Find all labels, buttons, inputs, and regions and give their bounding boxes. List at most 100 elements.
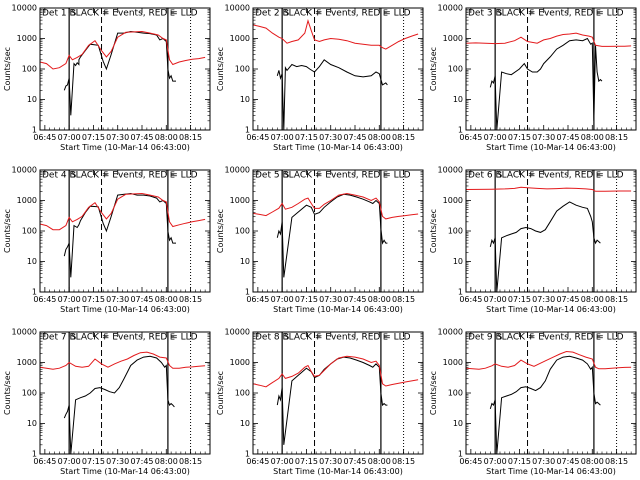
y-tick-label: 1: [245, 126, 250, 135]
y-tick-label: 10000: [12, 4, 37, 13]
y-tick-label: 1000: [443, 34, 463, 43]
y-tick-label: 1: [458, 450, 463, 459]
x-tick-label: 07:30: [106, 133, 129, 142]
y-tick-label: 10000: [225, 4, 250, 13]
x-tick-label: 07:00: [271, 133, 294, 142]
x-tick-label: 07:00: [271, 295, 294, 304]
x-tick-label: 06:45: [33, 133, 56, 142]
plot-frame: [39, 169, 211, 293]
x-tick-label: 07:15: [295, 133, 318, 142]
y-tick-label: 1: [32, 288, 37, 297]
y-tick-label: 10: [240, 419, 250, 428]
x-tick-label: 08:15: [392, 295, 415, 304]
series-lld-line: [465, 32, 632, 47]
series-events-line: [63, 192, 176, 278]
x-tick-label: 07:30: [319, 295, 342, 304]
x-tick-label: 07:45: [343, 133, 366, 142]
y-tick-label: 100: [235, 65, 250, 74]
y-tick-label: 1000: [230, 34, 250, 43]
y-tick-label: 1: [245, 450, 250, 459]
x-tick-label: 07:30: [532, 133, 555, 142]
x-axis-label: Start Time (10-Mar-14 06:43:00): [486, 467, 616, 476]
x-tick-label: 08:00: [368, 295, 391, 304]
x-tick-label: 07:30: [319, 133, 342, 142]
x-tick-label: 07:30: [106, 295, 129, 304]
event-label: E: [383, 333, 388, 342]
y-tick-label: 10000: [438, 328, 463, 337]
x-tick-label: 07:30: [106, 457, 129, 466]
panel-title: Det 3 BLACK = Events, RED = LLD: [468, 9, 624, 19]
event-label: S: [284, 171, 289, 180]
x-tick-label: 06:45: [246, 133, 269, 142]
panel-4: Det 4 BLACK = Events, RED = LLD 1 10 100 100…: [3, 166, 211, 314]
x-tick-label: 07:45: [556, 295, 579, 304]
panel-title: Det 9 BLACK = Events, RED = LLD: [468, 333, 624, 343]
event-label: E: [170, 9, 175, 18]
y-tick-label: 10: [27, 419, 37, 428]
y-tick-label: 1000: [443, 358, 463, 367]
plot-frame: [465, 169, 637, 293]
x-axis-label: Start Time (10-Mar-14 06:43:00): [486, 143, 616, 152]
event-label: F: [530, 9, 535, 18]
x-tick-label: 06:45: [459, 457, 482, 466]
x-tick-label: 07:15: [508, 457, 531, 466]
event-label: F: [104, 333, 109, 342]
panel-5: Det 5 BLACK = Events, RED = LLD 1 10 100 100…: [216, 166, 424, 314]
y-tick-label: 10000: [12, 166, 37, 175]
series-events-line: [276, 59, 388, 131]
x-tick-label: 08:00: [581, 295, 604, 304]
y-tick-label: 1000: [230, 196, 250, 205]
y-tick-label: 1000: [17, 358, 37, 367]
x-tick-label: 06:45: [459, 133, 482, 142]
y-tick-label: 1000: [443, 196, 463, 205]
x-tick-label: 08:00: [155, 457, 178, 466]
plot-frame: [465, 7, 637, 131]
x-tick-label: 07:45: [130, 457, 153, 466]
panel-title: Det 8 BLACK = Events, RED = LLD: [255, 333, 411, 343]
x-tick-label: 07:00: [58, 295, 81, 304]
panel-2: Det 2 BLACK = Events, RED = LLD 1 10 100 100…: [216, 4, 424, 152]
event-label: E: [596, 333, 601, 342]
x-tick-label: 07:00: [484, 133, 507, 142]
series-lld-line: [465, 350, 632, 370]
x-tick-label: 07:45: [343, 295, 366, 304]
y-tick-label: 1: [32, 126, 37, 135]
x-axis-label: Start Time (10-Mar-14 06:43:00): [486, 305, 616, 314]
y-tick-label: 1000: [230, 358, 250, 367]
x-tick-label: 07:15: [82, 457, 105, 466]
y-tick-label: 1000: [17, 34, 37, 43]
y-tick-label: 1: [245, 288, 250, 297]
series-lld-line: [252, 19, 419, 50]
y-tick-label: 10: [453, 419, 463, 428]
series-events-line: [63, 30, 176, 116]
event-label: S: [497, 9, 502, 18]
y-tick-label: 10000: [438, 4, 463, 13]
x-tick-label: 06:45: [33, 457, 56, 466]
y-axis-label: Counts/sec: [216, 47, 225, 91]
event-label: F: [317, 333, 322, 342]
x-tick-label: 08:00: [581, 457, 604, 466]
panel-9: Det 9 BLACK = Events, RED = LLD 1 10 100 100…: [429, 328, 637, 476]
event-label: F: [104, 171, 109, 180]
plot-frame: [39, 7, 211, 131]
y-tick-label: 10000: [12, 328, 37, 337]
event-label: E: [383, 171, 388, 180]
y-tick-label: 100: [235, 389, 250, 398]
x-tick-label: 08:00: [368, 457, 391, 466]
y-tick-label: 1000: [17, 196, 37, 205]
x-tick-label: 07:00: [484, 457, 507, 466]
event-label: E: [170, 171, 175, 180]
x-tick-label: 08:00: [368, 133, 391, 142]
x-tick-label: 07:15: [508, 133, 531, 142]
x-tick-label: 08:15: [179, 457, 202, 466]
series-lld-line: [252, 192, 419, 220]
event-label: S: [497, 333, 502, 342]
x-tick-label: 06:45: [459, 295, 482, 304]
x-tick-label: 08:15: [605, 295, 628, 304]
panel-3: Det 3 BLACK = Events, RED = LLD 1 10 100 100…: [429, 4, 637, 152]
x-axis-label: Start Time (10-Mar-14 06:43:00): [273, 305, 403, 314]
event-label: F: [317, 171, 322, 180]
event-label: S: [284, 9, 289, 18]
x-axis-label: Start Time (10-Mar-14 06:43:00): [273, 143, 403, 152]
x-tick-label: 07:45: [130, 295, 153, 304]
